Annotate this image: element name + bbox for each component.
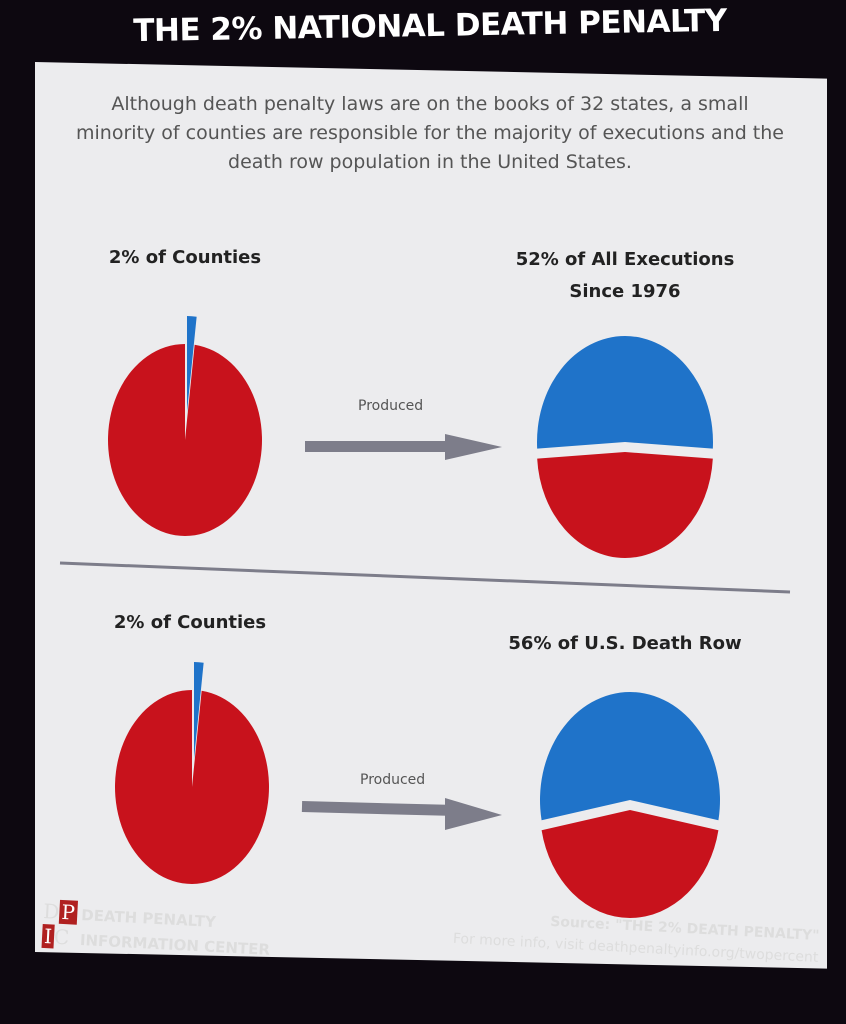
pie-1-title: 2% of Counties bbox=[108, 247, 262, 268]
logo-letters-top: DP bbox=[42, 899, 78, 925]
pie-3-title: 2% of Counties bbox=[113, 612, 267, 633]
pie-4-title: 56% of U.S. Death Row bbox=[508, 633, 742, 654]
pie-4-slice-blue bbox=[540, 691, 721, 821]
pie-4-slice-red bbox=[541, 810, 719, 918]
pie-1-slice-blue bbox=[187, 316, 197, 412]
pie-3-slice-blue bbox=[194, 662, 204, 759]
divider-line bbox=[59, 561, 791, 594]
pie-1-slice-red bbox=[108, 344, 263, 536]
pie-2-slice-blue bbox=[537, 336, 713, 449]
arrow-1 bbox=[305, 434, 502, 460]
arrow-label-1: Produced bbox=[358, 398, 424, 414]
pie-3-slice-red bbox=[114, 690, 269, 884]
intro-text: Although death penalty laws are on the b… bbox=[76, 93, 784, 173]
pie-2-title-line1: 52% of All Executions bbox=[515, 249, 735, 270]
pie-2-title: 52% of All Executions Since 1976 bbox=[490, 244, 760, 308]
pie-2-slice-red bbox=[537, 452, 713, 559]
logo-letters-bottom: IC bbox=[41, 923, 70, 950]
arrow-2 bbox=[301, 798, 502, 830]
pie-2-title-line2: Since 1976 bbox=[569, 281, 681, 302]
arrow-label-2: Produced bbox=[360, 772, 426, 788]
